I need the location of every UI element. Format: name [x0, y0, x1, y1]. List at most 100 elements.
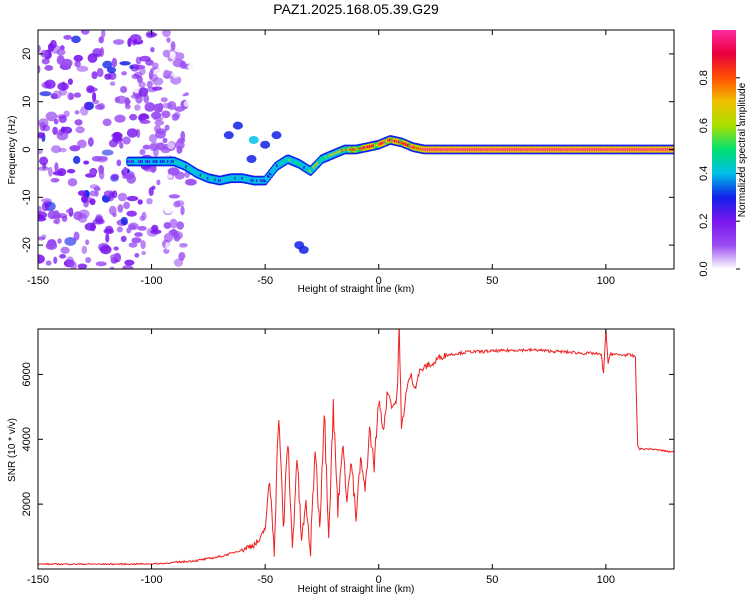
noise-blob [61, 58, 73, 68]
noise-blob [80, 30, 90, 35]
noise-blob [108, 139, 118, 148]
noise-blob [176, 221, 184, 230]
noise-blob [166, 37, 171, 43]
colorbar-tick-label: 0.6 [698, 118, 710, 133]
noise-blob [87, 137, 94, 147]
noise-blob [122, 136, 131, 145]
noise-blob [123, 201, 131, 210]
noise-blob [185, 178, 197, 186]
x-tick-label: 100 [597, 574, 615, 586]
noise-blob [73, 231, 80, 241]
noise-blob [90, 169, 96, 176]
x-tick-label: -100 [141, 574, 163, 586]
secondary-blob [260, 140, 271, 149]
noise-blob [122, 264, 134, 269]
noise-blob [56, 48, 66, 56]
x-tick-label: -50 [257, 275, 273, 287]
noise-blob [192, 249, 200, 254]
noise-blob [53, 210, 60, 218]
snr-y-label: SNR (10 * v/v) [7, 418, 18, 482]
noise-blob [76, 65, 89, 72]
noise-blob [167, 174, 173, 179]
noise-blob [50, 177, 60, 183]
noise-blob [139, 55, 151, 62]
noise-blob [173, 51, 185, 61]
x-tick-label: 0 [376, 275, 382, 287]
noise-blob [180, 205, 185, 216]
noise-blob [56, 130, 69, 141]
noise-blob [40, 49, 49, 58]
noise-blob [173, 111, 181, 119]
heatmap-marks [38, 30, 674, 269]
noise-blob [134, 232, 143, 237]
noise-blob [178, 252, 186, 261]
snr-panel: -150 -100 -50 0 50 100 2000 4000 6000 Height of … [7, 328, 675, 595]
noise-blob [104, 73, 112, 80]
x-tick-label: 0 [376, 574, 382, 586]
noise-blob [60, 246, 70, 255]
noise-blob [127, 38, 132, 47]
noise-blob [52, 170, 63, 176]
x-tick-label: 100 [597, 275, 615, 287]
noise-blob [103, 228, 114, 235]
noise-blob [110, 173, 120, 180]
noise-blob [38, 148, 43, 155]
x-tick-label: 50 [486, 574, 498, 586]
noise-blob [57, 238, 62, 244]
noise-blob [75, 126, 85, 134]
noise-blob [93, 48, 104, 55]
noise-blob [109, 81, 116, 86]
noise-blob [74, 110, 80, 115]
noise-blob [181, 75, 188, 83]
noise-blob [150, 46, 155, 53]
noise-blob [131, 237, 142, 244]
noise-blob [138, 81, 146, 88]
noise-blob [77, 263, 88, 269]
noise-blob [170, 250, 178, 257]
noise-blob [81, 245, 88, 255]
noise-blob [183, 255, 195, 265]
noise-blob [121, 71, 127, 76]
noise-blob [64, 236, 77, 246]
noise-blob [161, 110, 171, 119]
snr-x-label: Height of straight line (km) [298, 584, 415, 595]
noise-blob [59, 254, 67, 259]
noise-blob [117, 192, 128, 202]
noise-blob [153, 103, 163, 113]
noise-blob [74, 60, 81, 68]
noise-blob [174, 106, 185, 112]
noise-blob [136, 35, 142, 43]
noise-blob [89, 198, 96, 206]
noise-blob [85, 239, 90, 246]
noise-blob [116, 226, 123, 233]
noise-blob [67, 78, 73, 85]
noise-blob [109, 266, 115, 269]
noise-blob [53, 256, 58, 264]
noise-blob [71, 35, 81, 44]
noise-blob [115, 95, 128, 104]
noise-blob [67, 178, 78, 187]
secondary-blob [271, 131, 282, 140]
snr-ticks: -150 -100 -50 0 50 100 2000 4000 6000 [21, 329, 674, 586]
noise-blob [160, 97, 168, 103]
y-tick-label: 4000 [21, 427, 33, 451]
noise-blob [69, 145, 81, 152]
y-tick-label: 20 [21, 48, 33, 60]
noise-blob [190, 186, 199, 192]
noise-blob [83, 160, 90, 165]
noise-blob [111, 137, 123, 142]
noise-blob [77, 190, 87, 196]
noise-blob [69, 261, 77, 269]
noise-blob [74, 119, 83, 126]
noise-blob [45, 111, 58, 122]
noise-blob [192, 218, 201, 223]
noise-blob [65, 209, 74, 214]
noise-blob [163, 69, 170, 79]
noise-blob [172, 232, 180, 237]
y-tick-label: 0 [21, 146, 33, 152]
noise-blob [126, 195, 139, 202]
x-tick-label: 50 [486, 275, 498, 287]
noise-blob [50, 39, 57, 49]
noise-blob [120, 85, 128, 93]
